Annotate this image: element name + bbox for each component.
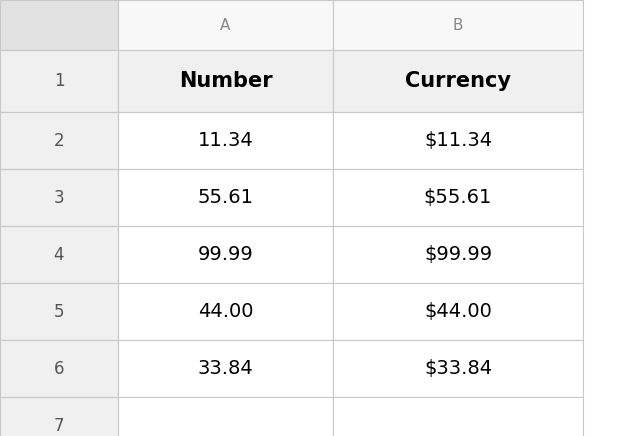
Bar (333, 169, 583, 226)
Text: 33.84: 33.84 (198, 359, 253, 378)
Bar (0, 169, 118, 226)
Bar (0, 226, 118, 283)
Text: 11.34: 11.34 (198, 131, 253, 150)
Bar (118, 340, 333, 397)
Bar (0, 112, 118, 169)
Text: $44.00: $44.00 (424, 302, 492, 321)
Bar (118, 169, 333, 226)
Bar (118, 283, 333, 340)
Bar (333, 283, 583, 340)
Text: $11.34: $11.34 (424, 131, 492, 150)
Bar (333, 50, 583, 112)
Bar (118, 50, 333, 112)
Text: A: A (220, 17, 231, 33)
Bar (118, 112, 333, 169)
Text: 4: 4 (54, 245, 64, 263)
Text: $55.61: $55.61 (424, 188, 492, 207)
Text: Currency: Currency (405, 71, 511, 91)
Text: 44.00: 44.00 (198, 302, 253, 321)
Text: 55.61: 55.61 (198, 188, 253, 207)
Bar (118, 226, 333, 283)
Text: 5: 5 (54, 303, 64, 320)
Text: 7: 7 (54, 416, 64, 435)
Bar (0, 283, 118, 340)
Text: $33.84: $33.84 (424, 359, 492, 378)
Bar (118, 397, 333, 436)
Text: 6: 6 (54, 360, 64, 378)
Text: 1: 1 (54, 72, 64, 90)
Bar (118, 0, 333, 50)
Bar (333, 340, 583, 397)
Bar (0, 340, 118, 397)
Bar (333, 0, 583, 50)
Text: Number: Number (179, 71, 273, 91)
Text: $99.99: $99.99 (424, 245, 492, 264)
Text: 3: 3 (54, 188, 64, 207)
Bar (0, 50, 118, 112)
Text: B: B (453, 17, 464, 33)
Bar (333, 397, 583, 436)
Bar (333, 226, 583, 283)
Bar (333, 112, 583, 169)
Text: 99.99: 99.99 (198, 245, 253, 264)
Bar (0, 0, 118, 50)
Text: 2: 2 (54, 132, 64, 150)
Bar (0, 397, 118, 436)
